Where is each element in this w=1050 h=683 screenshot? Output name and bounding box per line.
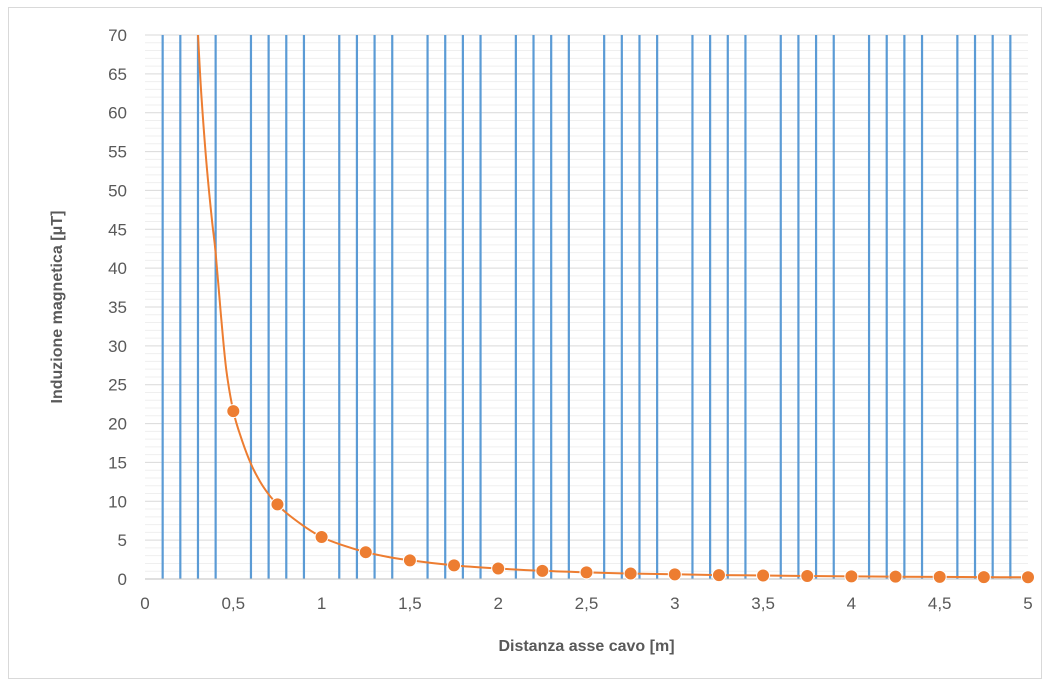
data-point — [667, 567, 682, 582]
x-tick-label: 3 — [670, 594, 679, 613]
x-tick-label: 1 — [317, 594, 326, 613]
y-tick-label: 35 — [108, 298, 127, 317]
x-tick-label: 2 — [493, 594, 502, 613]
series-points — [226, 404, 1035, 585]
data-point — [976, 570, 991, 585]
x-tick-label: 3,5 — [751, 594, 775, 613]
y-tick-label: 70 — [108, 26, 127, 45]
data-point — [932, 569, 947, 584]
y-tick-label: 10 — [108, 492, 127, 511]
x-tick-label: 0 — [140, 594, 149, 613]
data-point — [800, 569, 815, 584]
y-tick-label: 30 — [108, 337, 127, 356]
data-point — [270, 497, 285, 512]
data-point — [358, 545, 373, 560]
data-point — [535, 563, 550, 578]
horizontal-gridlines — [145, 34, 1028, 572]
data-point — [447, 558, 462, 573]
y-axis-title: Induzione magnetica [μT] — [49, 211, 66, 404]
data-point — [314, 530, 329, 545]
data-point — [888, 569, 903, 584]
x-tick-labels: 0 0,5 1 1,5 2 2,5 3 3,5 4 4,5 5 — [140, 594, 1032, 613]
data-point — [844, 569, 859, 584]
x-axis-title: Distanza asse cavo [m] — [498, 638, 674, 655]
series-curve — [197, 34, 1029, 579]
y-tick-label: 55 — [108, 143, 127, 162]
data-point — [711, 568, 726, 583]
x-tick-label: 2,5 — [575, 594, 599, 613]
x-tick-label: 4,5 — [928, 594, 952, 613]
data-point — [402, 553, 417, 568]
data-point — [491, 561, 506, 576]
data-point — [623, 566, 638, 581]
y-tick-label: 5 — [118, 531, 127, 550]
data-point — [226, 404, 241, 419]
y-tick-label: 25 — [108, 376, 127, 395]
y-tick-label: 15 — [108, 453, 127, 472]
data-point — [1021, 570, 1035, 585]
y-tick-label: 65 — [108, 65, 127, 84]
x-tick-label: 4 — [847, 594, 856, 613]
y-tick-label: 60 — [108, 104, 127, 123]
y-tick-label: 0 — [118, 570, 127, 589]
y-tick-label: 45 — [108, 220, 127, 239]
y-tick-label: 50 — [108, 181, 127, 200]
y-tick-label: 40 — [108, 259, 127, 278]
y-tick-label: 20 — [108, 415, 127, 434]
data-point — [756, 568, 771, 583]
x-tick-label: 0,5 — [221, 594, 245, 613]
x-tick-label: 5 — [1023, 594, 1032, 613]
data-point — [579, 565, 594, 580]
x-tick-label: 1,5 — [398, 594, 422, 613]
y-tick-labels: 0 5 10 15 20 25 30 35 40 45 50 55 60 65 70 — [108, 26, 127, 589]
vertical-gridlines — [161, 35, 1012, 579]
